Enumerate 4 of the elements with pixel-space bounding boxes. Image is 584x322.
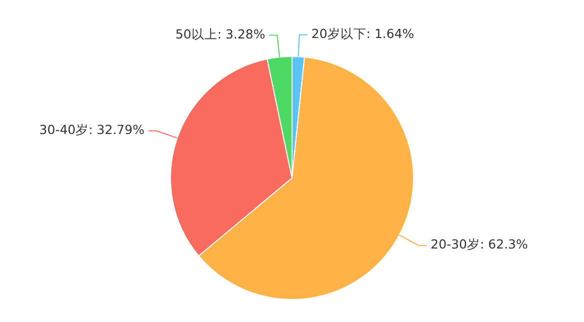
slice-label: 20岁以下: 1.64% — [311, 26, 414, 41]
slice-label: 50以上: 3.28% — [175, 26, 266, 42]
slice-label: 20-30岁: 62.3% — [430, 236, 528, 252]
slice-label: 30-40岁: 32.79% — [39, 122, 145, 138]
